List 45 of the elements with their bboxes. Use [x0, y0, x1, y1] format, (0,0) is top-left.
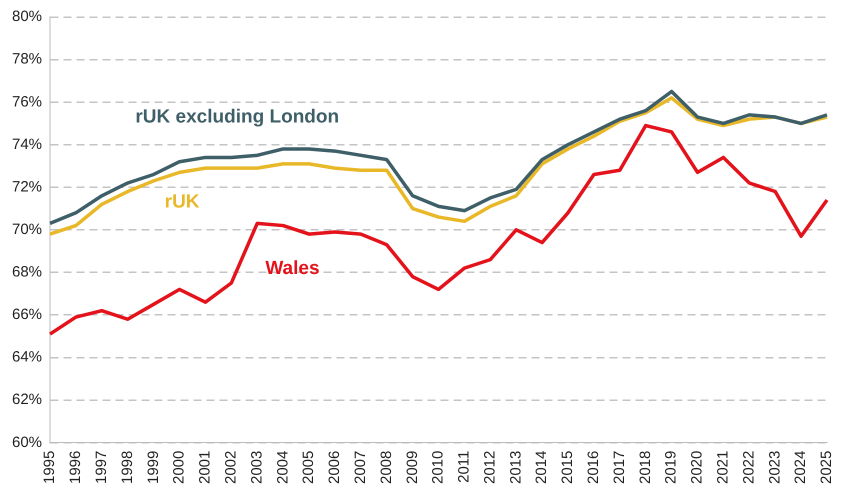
y-tick-label: 66%	[12, 306, 42, 324]
x-tick-label: 2004	[274, 450, 292, 484]
x-tick-label: 2020	[688, 450, 706, 484]
x-tick-label: 2013	[507, 450, 524, 484]
x-tick-label: 2002	[222, 450, 240, 484]
x-tick-label: 2015	[559, 450, 576, 484]
x-tick-label: 2017	[610, 450, 628, 484]
x-tick-label: 2008	[378, 450, 395, 484]
y-tick-label: 62%	[12, 391, 42, 408]
x-tick-label: 2000	[170, 450, 188, 484]
x-tick-label: 2012	[481, 450, 498, 484]
x-tick-label: 1996	[67, 450, 84, 484]
y-tick-label: 64%	[12, 348, 42, 366]
x-tick-label: 2024	[792, 450, 810, 484]
y-tick-label: 80%	[12, 8, 42, 26]
series-label: rUK excluding London	[135, 106, 340, 128]
x-tick-label: 2021	[714, 450, 732, 484]
x-tick-label: 2006	[326, 450, 344, 484]
x-tick-label: 1999	[144, 450, 162, 484]
x-tick-label: 2018	[636, 450, 654, 484]
x-tick-label: 2003	[248, 450, 266, 484]
series-label: Wales	[265, 258, 320, 280]
y-tick-label: 70%	[12, 220, 42, 238]
x-tick-label: 2009	[404, 450, 421, 484]
y-tick-label: 60%	[12, 434, 42, 451]
series-label: rUK	[164, 191, 200, 212]
x-tick-label: 2025	[818, 450, 836, 484]
y-tick-label: 76%	[12, 93, 42, 110]
x-tick-label: 2007	[352, 450, 369, 484]
x-tick-label: 2001	[196, 450, 214, 484]
x-tick-label: 1998	[118, 450, 136, 484]
x-tick-label: 2010	[430, 450, 447, 484]
y-tick-label: 78%	[12, 50, 42, 68]
y-tick-label: 72%	[12, 178, 42, 196]
y-tick-label: 68%	[12, 264, 42, 281]
x-tick-label: 2016	[585, 450, 602, 484]
x-tick-label: 1997	[92, 450, 110, 484]
x-tick-label: 1995	[41, 450, 58, 484]
x-tick-label: 2019	[662, 450, 680, 484]
x-tick-label: 2022	[740, 450, 758, 484]
y-tick-label: 74%	[12, 136, 42, 153]
x-tick-label: 2014	[533, 450, 550, 484]
x-tick-label: 2005	[300, 450, 318, 484]
x-tick-label: 2023	[766, 450, 784, 484]
x-tick-label: 2011	[456, 450, 473, 483]
